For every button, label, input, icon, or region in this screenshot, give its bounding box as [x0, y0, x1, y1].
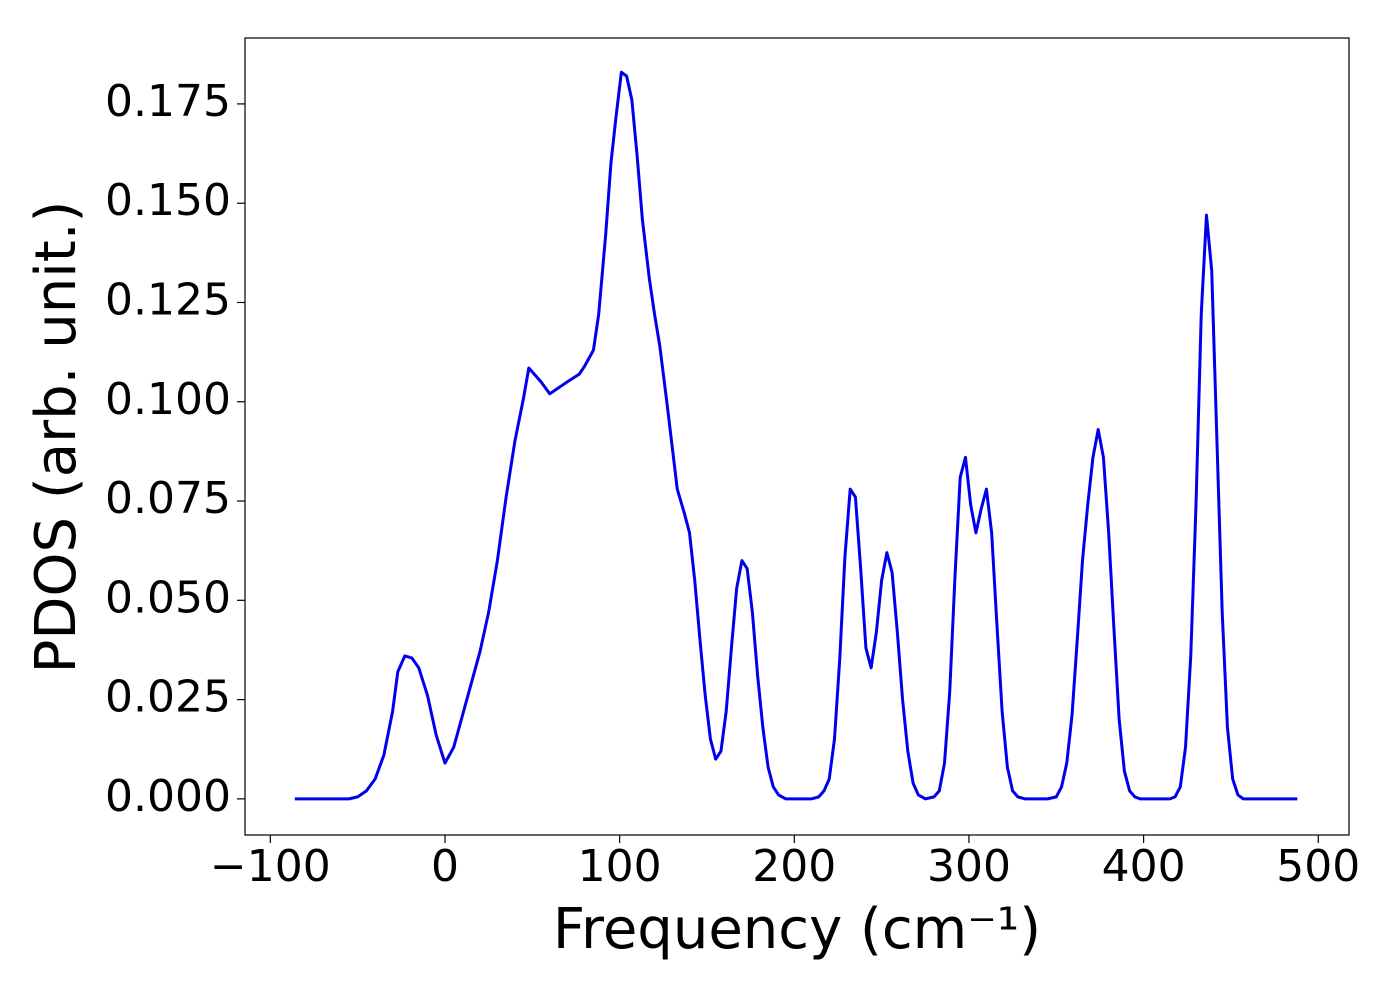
x-tick-label: 500	[1276, 841, 1360, 892]
y-axis-label: PDOS (arb. unit.)	[24, 201, 89, 674]
x-tick-label: 400	[1102, 841, 1186, 892]
y-tick-label: 0.175	[105, 76, 231, 127]
data-line	[294, 70, 1298, 801]
x-tick-label: 200	[752, 841, 836, 892]
x-tick-label: 300	[927, 841, 1011, 892]
y-tick-label: 0.100	[105, 374, 231, 425]
y-tick-label: 0.000	[105, 771, 231, 822]
x-axis-label: Frequency (cm⁻¹)	[553, 897, 1041, 962]
x-tick-label: 100	[578, 841, 662, 892]
plot-frame	[244, 37, 1350, 836]
y-tick-label: 0.075	[105, 473, 231, 524]
y-tick-label: 0.025	[105, 672, 231, 723]
y-tick-label: 0.125	[105, 274, 231, 325]
x-tick-label: −100	[210, 841, 331, 892]
y-tick-label: 0.150	[105, 175, 231, 226]
x-tick-label: 0	[431, 841, 459, 892]
y-tick-label: 0.050	[105, 572, 231, 623]
